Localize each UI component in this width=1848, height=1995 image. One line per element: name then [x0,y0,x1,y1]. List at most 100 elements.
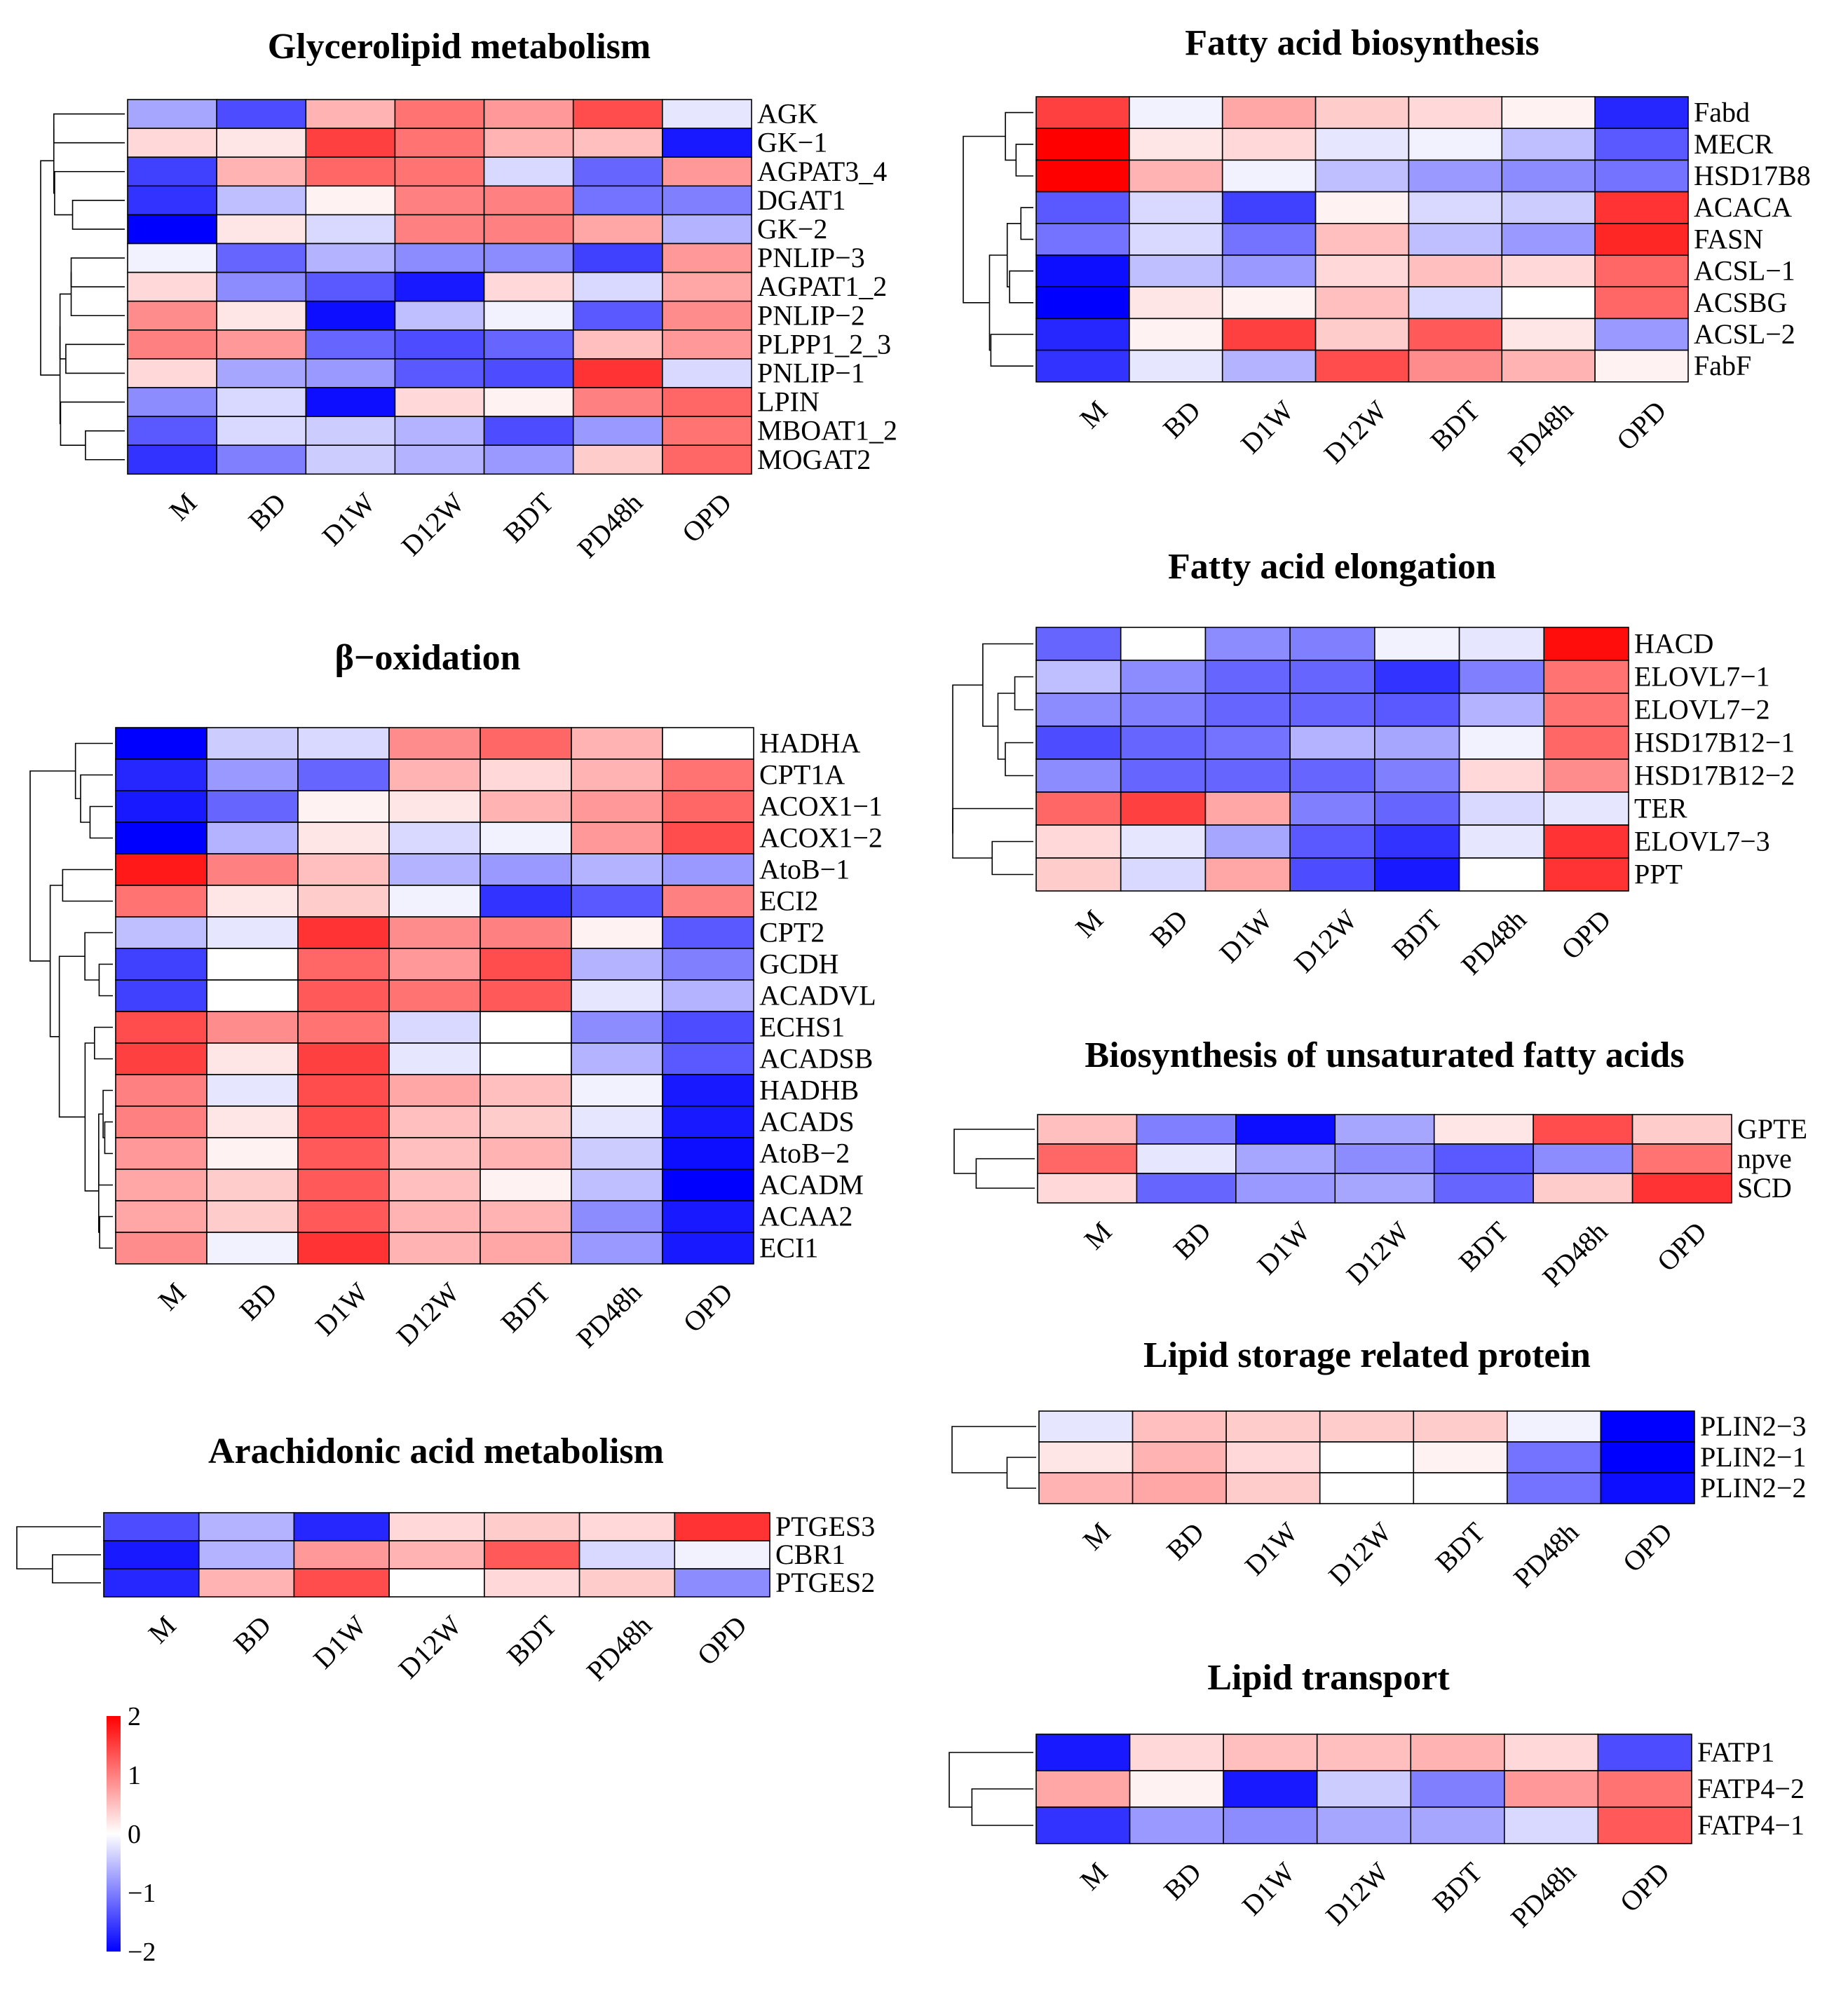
row-label: PLIN2−3 [1700,1410,1806,1442]
dendrogram-branch [99,1216,113,1249]
row-label: ACOX1−1 [759,791,883,822]
heatmap-cell [206,822,299,854]
dendrogram-branch [98,1113,113,1186]
heatmap-cell [571,758,663,791]
heatmap-cell [1374,627,1460,661]
column-label: BD [1160,1516,1210,1566]
heatmap-cell [1225,1472,1321,1504]
column-label: BD [242,486,292,536]
heatmap-cell [571,1042,663,1075]
heatmap-cell [662,243,752,273]
row-label: CPT2 [759,917,824,948]
heatmap-cell [115,1232,208,1265]
column-label: PD48h [1502,395,1579,472]
column-label: PD48h [580,1609,658,1687]
heatmap-cell [394,214,485,245]
heatmap-cell [1374,791,1460,826]
heatmap-cell [480,790,572,823]
heatmap-cell [1289,693,1375,727]
column-label: BD [1167,1216,1217,1265]
heatmap-cell [388,979,481,1012]
heatmap-cell [1408,349,1503,383]
heatmap-cell [1319,1441,1415,1473]
row-label: HADHB [759,1075,859,1106]
heatmap-cell [115,1011,208,1044]
heatmap-cell [1120,791,1207,826]
column-label: PD48h [1455,904,1532,981]
heatmap-cell [572,99,663,129]
colorbar-tick-label: −2 [128,1938,156,1967]
heatmap-cell [1314,222,1410,256]
heatmap-cell [388,1512,485,1541]
dendrogram-branch [953,1129,1035,1174]
heatmap-fa_biosynthesis: Fatty acid biosynthesisFabdMECRHSD17B8AC… [963,23,1811,472]
heatmap-cell [388,1137,481,1170]
heatmap-cell [297,822,390,854]
heatmap-cell [1038,1472,1134,1504]
heatmap-cell [1594,349,1689,383]
heatmap-cell [388,727,481,760]
row-label: ACSL−2 [1694,318,1795,350]
column-label: BD [233,1276,283,1326]
heatmap-cell [1631,1114,1732,1145]
heatmap-cell [1035,1734,1131,1771]
row-label: AtoB−1 [759,854,850,885]
heatmap-cell [394,128,485,158]
heatmap-cell [297,885,390,918]
heatmap-cell [1120,627,1207,661]
heatmap-cell [1594,191,1689,224]
dendrogram-branch [98,963,113,997]
heatmap-cell [305,156,396,187]
column-label: D12W [395,486,470,561]
heatmap-cell [1120,758,1207,793]
dendrogram-branch [65,343,125,374]
heatmap-cell [662,329,752,360]
heatmap-cell [1314,286,1410,320]
heatmap-cell [1433,1114,1534,1145]
heatmap-cell [1037,1143,1138,1174]
dendrogram-branch [84,1042,99,1192]
heatmap-cell [206,1042,299,1075]
heatmap-cell [305,128,396,158]
heatmap-cell [127,387,217,417]
heatmap-cell [662,916,754,949]
heatmap-cell [578,1568,676,1598]
row-label: GCDH [759,948,838,980]
heatmap-cell [1221,191,1317,224]
heatmap-cell [206,1011,299,1044]
row-label: FATP4−1 [1697,1809,1805,1841]
column-label: D12W [1319,1856,1394,1931]
heatmap-cell [115,758,208,791]
heatmap-cell [1132,1472,1227,1504]
heatmap-cell [1314,191,1410,224]
row-label: FASN [1694,223,1763,254]
row-label: PNLIP−2 [757,299,865,331]
heatmap-cell [1221,349,1317,383]
heatmap-cell [305,214,396,245]
heatmap-cell [480,885,572,918]
heatmap-cell [127,185,217,216]
heatmap-cell [578,1512,676,1541]
heatmap-cell [394,271,485,302]
heatmap-cell [297,979,390,1012]
heatmap-cell [297,916,390,949]
row-label: ECI2 [759,885,818,917]
dendrogram-branch [952,808,1033,859]
heatmap-cell [115,1105,208,1138]
heatmap-cell [1035,791,1122,826]
heatmap-cell [662,1042,754,1075]
heatmap-title: Lipid transport [1207,1658,1450,1698]
heatmap-cell [662,1200,754,1233]
row-label: HSD17B12−1 [1634,727,1795,758]
heatmap-cell [1374,758,1460,793]
heatmap-lipid_storage: Lipid storage related proteinPLIN2−3PLIN… [951,1335,1806,1593]
heatmap-cell [1408,96,1503,130]
row-label: ECI1 [759,1232,818,1264]
dendrogram-branch [982,643,1033,727]
heatmap-cell [127,99,217,129]
heatmap-cell [1408,254,1503,288]
heatmap-cell [1235,1143,1336,1174]
heatmap-cell [1594,96,1689,130]
heatmap-cell [388,758,481,791]
